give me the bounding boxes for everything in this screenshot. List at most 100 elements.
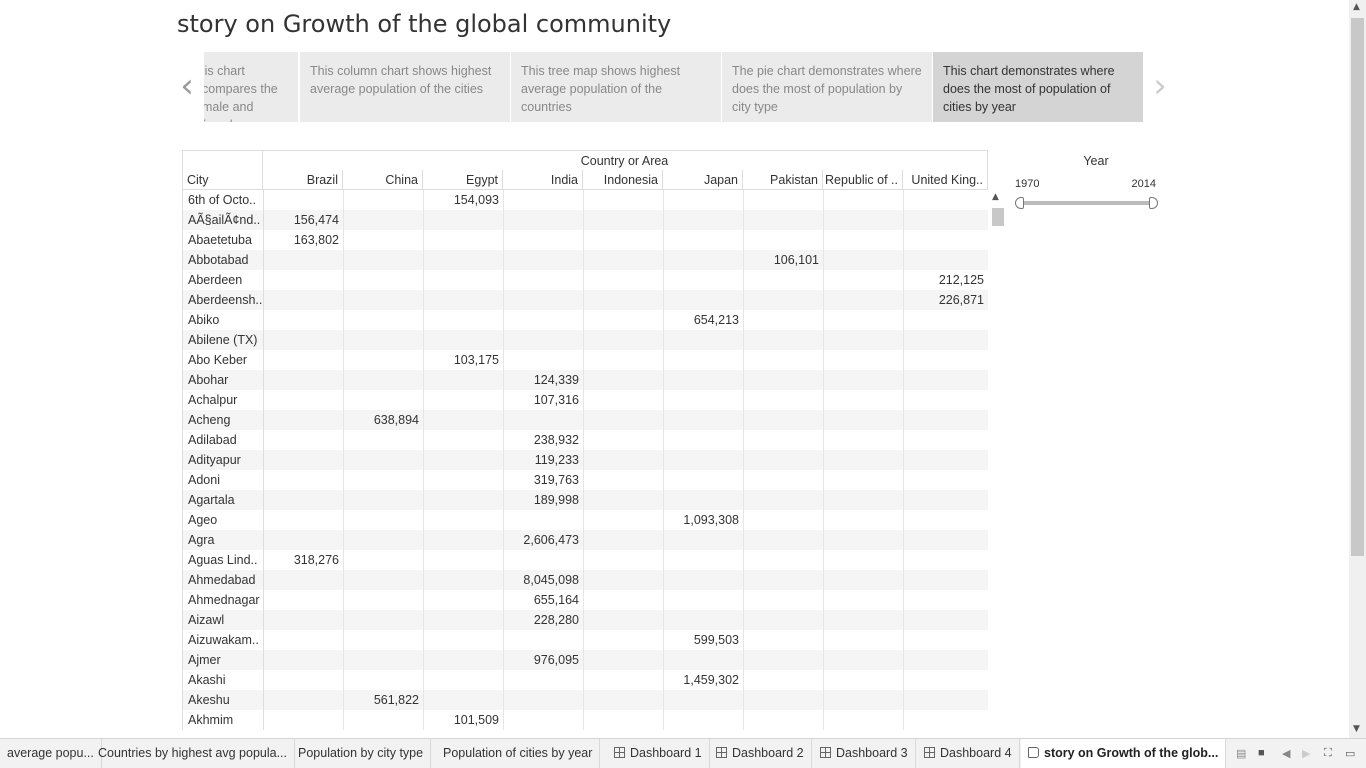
- table-row[interactable]: Akeshu 561,822: [182, 690, 989, 710]
- value-cell[interactable]: [424, 670, 504, 690]
- story-point-5[interactable]: This chart demonstrates where does the m…: [933, 52, 1143, 122]
- table-row[interactable]: Acheng 638,894: [182, 410, 989, 430]
- value-cell[interactable]: 103,175: [424, 350, 504, 370]
- value-cell[interactable]: [344, 270, 424, 290]
- value-cell[interactable]: [824, 490, 904, 510]
- value-cell[interactable]: [904, 510, 989, 530]
- table-row[interactable]: Abo Keber 103,175: [182, 350, 989, 370]
- value-cell[interactable]: [744, 310, 824, 330]
- slider-track[interactable]: [1020, 201, 1155, 205]
- scroll-thumb[interactable]: [992, 208, 1004, 226]
- value-cell[interactable]: [744, 550, 824, 570]
- value-cell[interactable]: [904, 610, 989, 630]
- value-cell[interactable]: [824, 530, 904, 550]
- value-cell[interactable]: [664, 570, 744, 590]
- city-cell[interactable]: Achalpur: [183, 390, 264, 410]
- value-cell[interactable]: [904, 210, 989, 230]
- value-cell[interactable]: [424, 450, 504, 470]
- value-cell[interactable]: [904, 470, 989, 490]
- value-cell[interactable]: [904, 310, 989, 330]
- value-cell[interactable]: [664, 290, 744, 310]
- city-cell[interactable]: Abilene (TX): [183, 330, 264, 350]
- value-cell[interactable]: [664, 450, 744, 470]
- value-cell[interactable]: [264, 310, 344, 330]
- value-cell[interactable]: [584, 630, 664, 650]
- value-cell[interactable]: [424, 530, 504, 550]
- value-cell[interactable]: [344, 650, 424, 670]
- city-cell[interactable]: Ageo: [183, 510, 264, 530]
- value-cell[interactable]: [584, 210, 664, 230]
- value-cell[interactable]: 189,998: [504, 490, 584, 510]
- value-cell[interactable]: [664, 650, 744, 670]
- value-cell[interactable]: [344, 330, 424, 350]
- value-cell[interactable]: [824, 670, 904, 690]
- city-cell[interactable]: Aberdeen: [183, 270, 264, 290]
- value-cell[interactable]: [904, 450, 989, 470]
- value-cell[interactable]: [744, 230, 824, 250]
- value-cell[interactable]: [904, 230, 989, 250]
- table-row[interactable]: Ahmedabad 8,045,098: [182, 570, 989, 590]
- value-cell[interactable]: [744, 530, 824, 550]
- value-cell[interactable]: 107,316: [504, 390, 584, 410]
- value-cell[interactable]: [264, 630, 344, 650]
- table-row[interactable]: Abaetetuba 163,802: [182, 230, 989, 250]
- value-cell[interactable]: 318,276: [264, 550, 344, 570]
- value-cell[interactable]: 124,339: [504, 370, 584, 390]
- value-cell[interactable]: 163,802: [264, 230, 344, 250]
- value-cell[interactable]: [344, 450, 424, 470]
- value-cell[interactable]: 1,093,308: [664, 510, 744, 530]
- value-cell[interactable]: [904, 550, 989, 570]
- city-cell[interactable]: Adilabad: [183, 430, 264, 450]
- city-cell[interactable]: Akashi: [183, 670, 264, 690]
- value-cell[interactable]: [504, 510, 584, 530]
- value-cell[interactable]: [744, 470, 824, 490]
- value-cell[interactable]: 156,474: [264, 210, 344, 230]
- value-cell[interactable]: [824, 610, 904, 630]
- column-header-2[interactable]: China: [343, 170, 423, 190]
- table-row[interactable]: Ahmednagar 655,164: [182, 590, 989, 610]
- value-cell[interactable]: [824, 370, 904, 390]
- value-cell[interactable]: [824, 310, 904, 330]
- value-cell[interactable]: 226,871: [904, 290, 989, 310]
- value-cell[interactable]: [824, 470, 904, 490]
- value-cell[interactable]: 106,101: [744, 250, 824, 270]
- value-cell[interactable]: [584, 350, 664, 370]
- tabs-view-icon[interactable]: ■: [1258, 747, 1265, 759]
- value-cell[interactable]: 1,459,302: [664, 670, 744, 690]
- value-cell[interactable]: [824, 710, 904, 730]
- value-cell[interactable]: 228,280: [504, 610, 584, 630]
- value-cell[interactable]: [664, 190, 744, 210]
- city-cell[interactable]: Aguas Lind..: [183, 550, 264, 570]
- value-cell[interactable]: [424, 270, 504, 290]
- value-cell[interactable]: [264, 190, 344, 210]
- value-cell[interactable]: [824, 250, 904, 270]
- sheet-tab-4[interactable]: Population of cities by year: [436, 739, 601, 768]
- sheet-tab-3[interactable]: Population by city type: [291, 739, 432, 768]
- value-cell[interactable]: 8,045,098: [504, 570, 584, 590]
- value-cell[interactable]: [264, 710, 344, 730]
- city-cell[interactable]: Akeshu: [183, 690, 264, 710]
- slider-handle-max[interactable]: [1149, 197, 1158, 209]
- value-cell[interactable]: [424, 330, 504, 350]
- page-scrollbar[interactable]: ▲ ▼: [1349, 0, 1366, 740]
- value-cell[interactable]: 638,894: [344, 410, 424, 430]
- value-cell[interactable]: [744, 710, 824, 730]
- value-cell[interactable]: [424, 550, 504, 570]
- value-cell[interactable]: [744, 650, 824, 670]
- value-cell[interactable]: [504, 350, 584, 370]
- value-cell[interactable]: [904, 490, 989, 510]
- city-cell[interactable]: Aberdeensh..: [183, 290, 264, 310]
- value-cell[interactable]: [584, 390, 664, 410]
- column-header-9[interactable]: United King..: [903, 170, 988, 190]
- value-cell[interactable]: [264, 370, 344, 390]
- value-cell[interactable]: [824, 390, 904, 410]
- value-cell[interactable]: [344, 550, 424, 570]
- table-row[interactable]: Ageo 1,093,308: [182, 510, 989, 530]
- table-row[interactable]: Adilabad 238,932: [182, 430, 989, 450]
- value-cell[interactable]: [424, 650, 504, 670]
- value-cell[interactable]: [824, 450, 904, 470]
- city-cell[interactable]: 6th of Octo..: [183, 190, 264, 210]
- value-cell[interactable]: [344, 350, 424, 370]
- value-cell[interactable]: [664, 250, 744, 270]
- value-cell[interactable]: 101,509: [424, 710, 504, 730]
